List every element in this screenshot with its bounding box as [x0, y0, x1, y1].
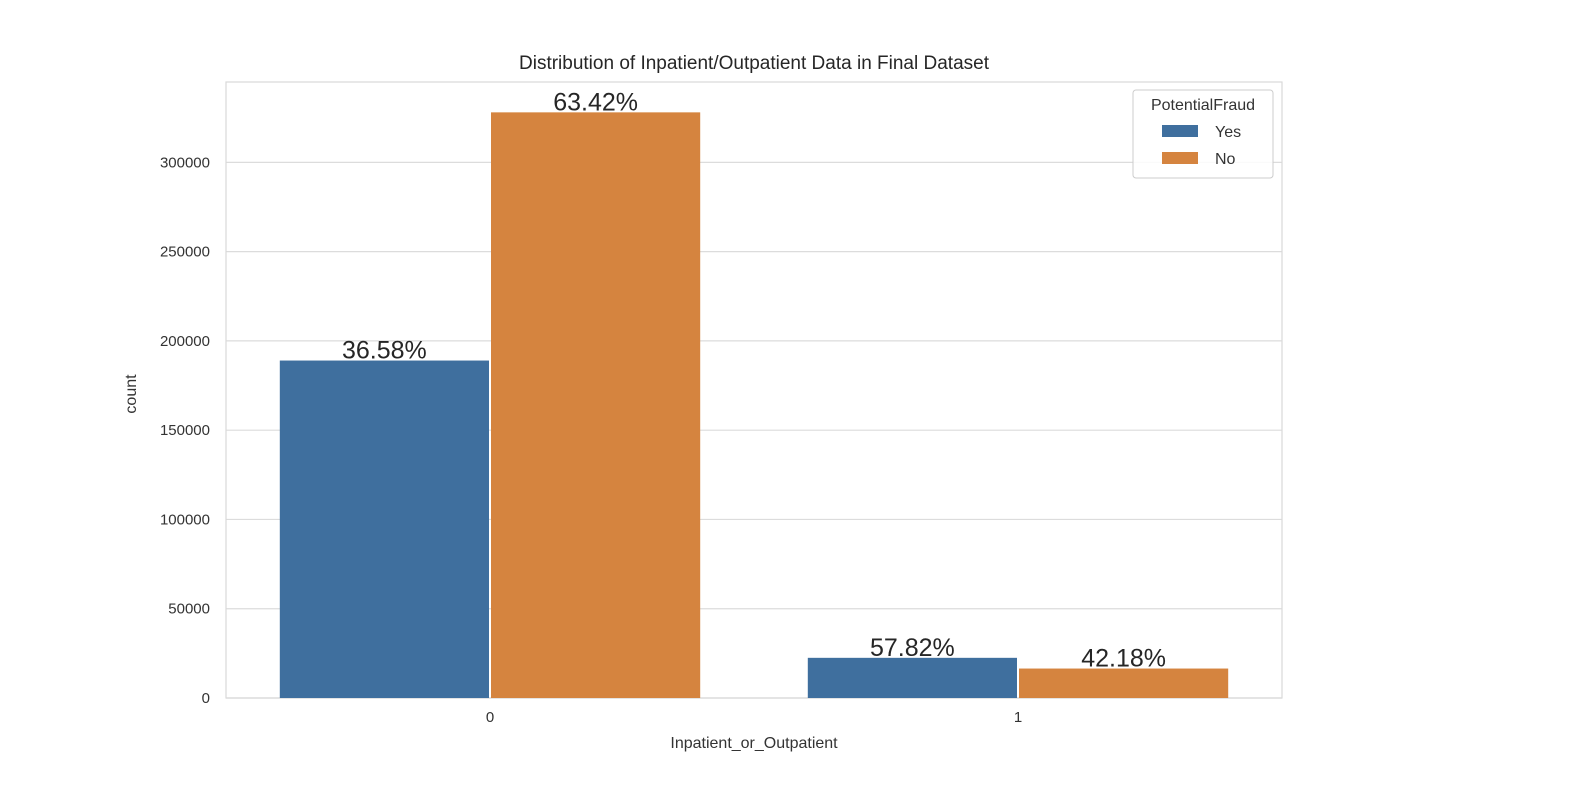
x-tick-label: 1 — [1014, 709, 1022, 726]
legend-swatch-no — [1162, 152, 1198, 164]
x-tick-label: 0 — [486, 709, 494, 726]
bar-data-label: 42.18% — [1081, 645, 1166, 673]
y-tick-label: 200000 — [160, 333, 210, 350]
x-axis-title: Inpatient_or_Outpatient — [670, 735, 838, 752]
bar-no-0 — [491, 112, 701, 698]
bar-labels: 36.58% 63.42% 57.82% 42.18% — [342, 88, 1166, 672]
y-tick-label: 100000 — [160, 511, 210, 528]
chart-title: Distribution of Inpatient/Outpatient Dat… — [519, 53, 990, 74]
y-tick-label: 50000 — [168, 601, 210, 618]
plot-frame — [225, 81, 1283, 699]
y-tick-label: 250000 — [160, 244, 210, 261]
bar-data-label: 63.42% — [553, 88, 638, 116]
legend: PotentialFraud Yes No — [1132, 89, 1274, 179]
y-axis-ticks: 0 50000 100000 150000 200000 250000 300000 — [160, 154, 210, 707]
bar-data-label: 57.82% — [870, 634, 955, 662]
bar-no-1 — [1019, 668, 1229, 698]
y-tick-label: 150000 — [160, 422, 210, 439]
bar-yes-0 — [279, 360, 489, 698]
bar-yes-1 — [807, 657, 1017, 698]
y-tick-label: 300000 — [160, 154, 210, 171]
legend-label-no: No — [1215, 151, 1236, 168]
legend-title: PotentialFraud — [1151, 97, 1255, 114]
y-axis-title: count — [123, 374, 140, 414]
y-tick-label: 0 — [202, 690, 210, 707]
legend-swatch-yes — [1162, 125, 1198, 137]
bars — [279, 112, 1229, 698]
legend-label-yes: Yes — [1215, 124, 1241, 141]
bar-data-label: 36.58% — [342, 337, 427, 365]
